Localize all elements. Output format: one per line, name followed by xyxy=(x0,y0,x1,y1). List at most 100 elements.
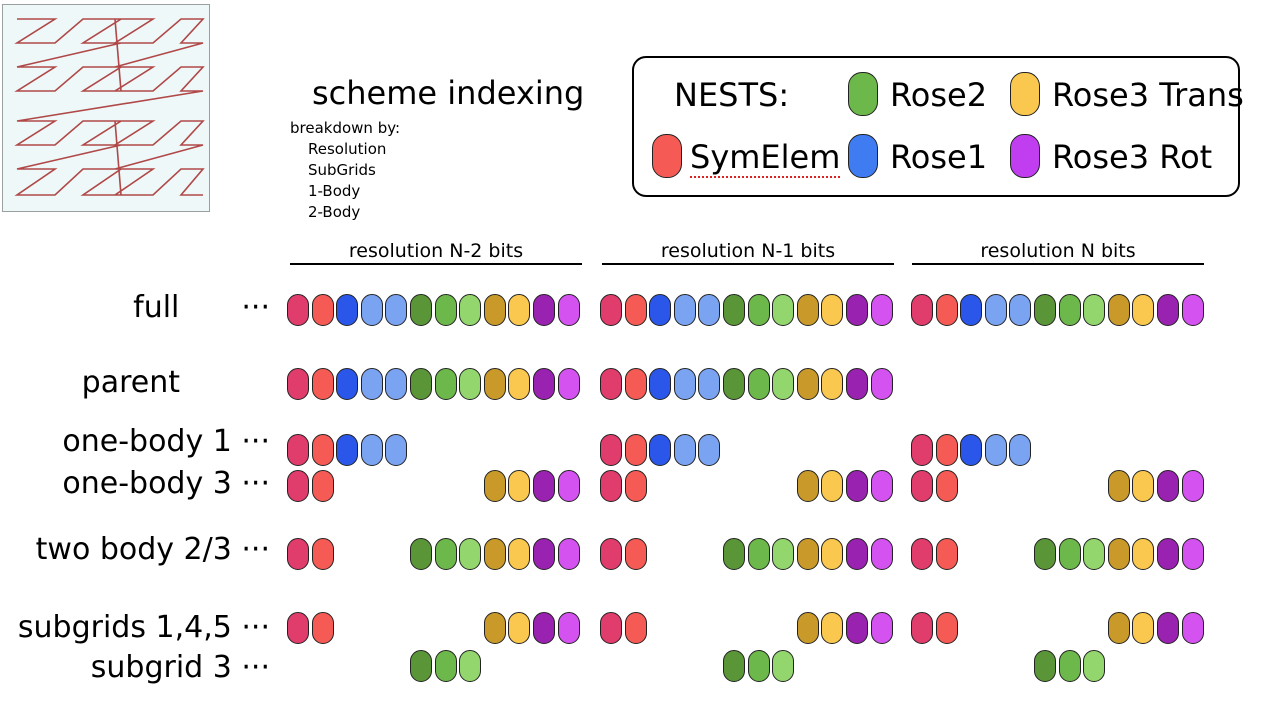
bit-pill xyxy=(624,294,647,326)
legend-swatch-rose3-rot xyxy=(1010,134,1040,178)
bit-pill xyxy=(698,294,721,326)
bit-pill xyxy=(1157,538,1179,570)
bit-pill xyxy=(984,434,1007,466)
bit-pill xyxy=(483,294,506,326)
bit-pill xyxy=(600,434,622,466)
bit-pill xyxy=(1083,538,1106,570)
bit-pill xyxy=(960,434,983,466)
bit-pill xyxy=(459,368,482,400)
bit-pill xyxy=(624,368,647,400)
bit-pill xyxy=(557,538,580,570)
bit-pill xyxy=(1132,612,1155,644)
bit-pill xyxy=(1034,650,1056,682)
bit-pill xyxy=(287,612,309,644)
legend-swatch-rose1 xyxy=(848,134,878,178)
bit-pill xyxy=(1157,612,1179,644)
bit-pill xyxy=(600,538,622,570)
bit-pill xyxy=(673,434,696,466)
bit-pill xyxy=(870,612,893,644)
bit-pill xyxy=(796,294,819,326)
resolution-rule xyxy=(290,263,582,265)
bit-pill xyxy=(533,368,555,400)
bit-pill xyxy=(410,650,432,682)
bit-pill xyxy=(1009,434,1032,466)
bit-pill xyxy=(1181,470,1204,502)
bit-pill xyxy=(508,538,531,570)
bit-pill xyxy=(1083,294,1106,326)
bit-pill xyxy=(287,434,309,466)
bit-pill xyxy=(1107,612,1130,644)
bit-pill xyxy=(772,650,795,682)
bit-pill xyxy=(533,294,555,326)
row-label-one-body-1: one-body 1 ··· xyxy=(62,424,270,459)
bit-pill xyxy=(935,470,958,502)
bit-pill xyxy=(821,538,844,570)
bit-pill xyxy=(846,538,868,570)
bit-pill xyxy=(723,294,745,326)
bit-pill xyxy=(1132,294,1155,326)
bit-pill xyxy=(846,612,868,644)
bit-pill xyxy=(287,538,309,570)
bit-pill xyxy=(1083,650,1106,682)
bit-pill xyxy=(557,368,580,400)
bit-pill xyxy=(624,612,647,644)
breakdown-item: Resolution xyxy=(308,140,387,158)
bit-pill xyxy=(935,434,958,466)
bit-pill xyxy=(772,368,795,400)
bit-pill xyxy=(360,294,383,326)
breakdown-item: 2-Body xyxy=(308,203,361,221)
bit-pill xyxy=(984,294,1007,326)
bit-pill xyxy=(846,294,868,326)
bit-pill xyxy=(911,434,933,466)
bit-pill xyxy=(911,538,933,570)
bit-pill xyxy=(1058,294,1081,326)
bit-pill xyxy=(673,368,696,400)
bit-pill xyxy=(1181,294,1204,326)
bit-pill xyxy=(821,612,844,644)
bit-pill xyxy=(649,368,672,400)
bit-pill xyxy=(911,470,933,502)
row-label-one-body-3: one-body 3 ··· xyxy=(62,466,270,501)
bit-pill xyxy=(557,612,580,644)
bit-pill xyxy=(1034,538,1056,570)
bit-pill xyxy=(846,470,868,502)
bit-pill xyxy=(336,368,359,400)
legend-label-rose1: Rose1 xyxy=(890,138,988,176)
breakdown-item: SubGrids xyxy=(308,161,376,179)
bit-pill xyxy=(747,294,770,326)
bit-pill xyxy=(870,470,893,502)
bit-pill xyxy=(1107,470,1130,502)
row-label-subgrid-3: subgrid 3 ··· xyxy=(90,650,270,685)
legend-heading: NESTS: xyxy=(674,76,790,114)
resolution-label-n: resolution N bits xyxy=(980,240,1136,262)
bit-pill xyxy=(360,434,383,466)
resolution-label-n-2: resolution N-2 bits xyxy=(348,240,524,262)
bit-pill xyxy=(911,612,933,644)
bit-pill xyxy=(870,368,893,400)
bit-pill xyxy=(796,538,819,570)
bit-pill xyxy=(483,538,506,570)
bit-pill xyxy=(870,294,893,326)
legend-swatch-rose3-trans xyxy=(1010,72,1040,116)
bit-pill xyxy=(796,470,819,502)
bit-pill xyxy=(772,538,795,570)
bit-pill xyxy=(624,470,647,502)
bit-pill xyxy=(600,294,622,326)
resolution-rule xyxy=(602,263,894,265)
bit-pill xyxy=(796,368,819,400)
bit-pill xyxy=(508,612,531,644)
breakdown-heading: breakdown by: xyxy=(290,119,401,137)
legend-swatch-rose2 xyxy=(848,72,878,116)
legend-label-rose3-rot: Rose3 Rot xyxy=(1052,138,1213,176)
bit-pill xyxy=(533,538,555,570)
page-title: scheme indexing xyxy=(312,74,585,112)
bit-pill xyxy=(747,368,770,400)
bit-pill xyxy=(508,294,531,326)
bit-pill xyxy=(1107,294,1130,326)
bit-pill xyxy=(649,434,672,466)
resolution-label-n-1: resolution N-1 bits xyxy=(660,240,836,262)
legend-label-rose3-trans: Rose3 Trans xyxy=(1052,76,1244,114)
bit-pill xyxy=(459,650,482,682)
bit-pill xyxy=(434,538,457,570)
bit-pill xyxy=(287,368,309,400)
